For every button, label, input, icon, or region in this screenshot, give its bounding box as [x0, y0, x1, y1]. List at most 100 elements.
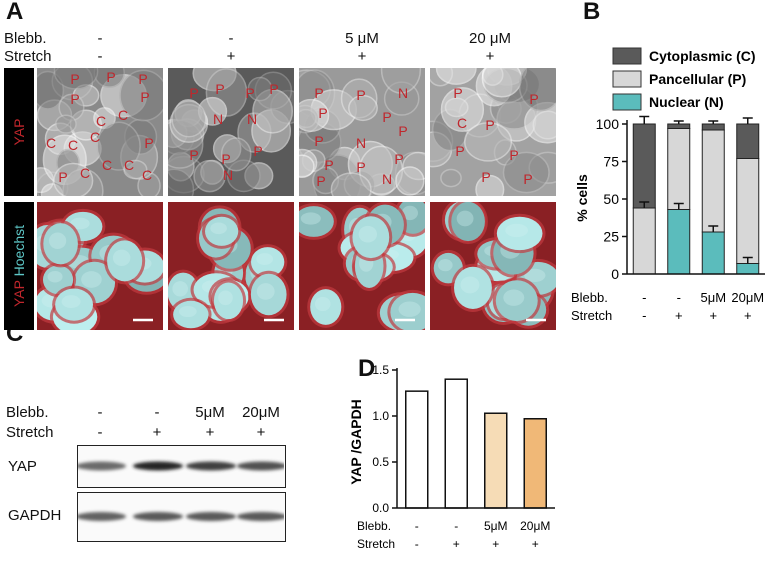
- cell-annotation: P: [316, 173, 325, 189]
- x-blebb-label: -: [642, 290, 646, 305]
- cell-annotation: C: [118, 107, 128, 123]
- blot-band: [237, 461, 287, 471]
- x-blebb-label: 5μM: [700, 290, 726, 305]
- cell-annotation: C: [68, 137, 78, 153]
- blot-blebb-label: Blebb.: [6, 404, 49, 421]
- cell-annotation: P: [455, 143, 464, 159]
- y-tick-label: 75: [603, 154, 619, 170]
- x-blebb-label: -: [677, 290, 681, 305]
- blebb-cond-2: -: [228, 30, 234, 47]
- blot-row-label-gapdh: GAPDH: [8, 507, 62, 524]
- chart-legend: Cytoplasmic (C) Pancellular (P) Nuclear (N…: [612, 47, 756, 111]
- row-label-yap-part: YAP: [11, 280, 27, 307]
- y-tick-label: 25: [603, 229, 619, 245]
- blebb-cond-3: 5 μM: [345, 30, 379, 47]
- y-tick-label: 0.5: [372, 455, 389, 469]
- bar-segment: [667, 123, 691, 129]
- chart-b-ylabel: % cells: [574, 174, 590, 222]
- cell-annotation: C: [102, 157, 112, 173]
- blot-image: [76, 512, 287, 521]
- stretch-cond-3: +: [357, 48, 367, 65]
- x-stretch-label: +: [675, 308, 683, 323]
- merge-image: [37, 202, 163, 330]
- y-tick-label: 100: [596, 116, 620, 132]
- cell-annotation: C: [46, 135, 56, 151]
- cell-annotation: C: [457, 115, 467, 131]
- x-blebb-label: -: [454, 519, 458, 533]
- stretch-cond-4: +: [485, 48, 495, 65]
- yap-image: P P NP PPP NPP PNP: [299, 68, 425, 196]
- blot-stretch-1: -: [97, 424, 103, 441]
- bar: [444, 378, 468, 509]
- x-stretch-label: +: [709, 308, 717, 323]
- cell-annotation: C: [96, 113, 106, 129]
- merge-image: [168, 202, 294, 330]
- yap-image: P P P PN NP P PN: [168, 68, 294, 196]
- blot-band: [76, 512, 126, 521]
- y-tick-label: 0.0: [372, 501, 389, 515]
- stretch-row-label: Stretch: [4, 48, 52, 65]
- blot-band: [133, 461, 183, 471]
- chart-d-plot: 0.0 0.5 1.0 1.5 - - - +5μM +20μM + Blebb. Stretch: [357, 363, 555, 551]
- cell-annotation: P: [269, 81, 278, 97]
- blot-image: [76, 461, 287, 471]
- legend-label: Cytoplasmic (C): [649, 48, 756, 64]
- merge-micrograph-2: [168, 202, 294, 330]
- bar: [523, 418, 547, 509]
- cell-annotation: C: [124, 157, 134, 173]
- blot-blebb-4: 20μM: [242, 404, 280, 421]
- bar: [405, 390, 429, 509]
- cell-annotation: P: [529, 91, 538, 107]
- row-label-hoechst-part: Hoechst: [11, 225, 27, 277]
- cell-annotation: P: [398, 123, 407, 139]
- blot-strip-gapdh: [76, 492, 287, 542]
- cell-annotation: P: [144, 135, 153, 151]
- row-label-yap-hoechst: YAP Hoechst: [11, 225, 27, 307]
- cell-annotation: P: [215, 81, 224, 97]
- merge-image: [430, 202, 556, 330]
- cell-annotation: P: [509, 147, 518, 163]
- cell-annotation: N: [356, 135, 366, 151]
- blot-band: [133, 512, 183, 521]
- cell-annotation: P: [70, 91, 79, 107]
- cell-annotation: N: [382, 171, 392, 187]
- cell-annotation: P: [253, 143, 262, 159]
- x-blebb-label: -: [415, 519, 419, 533]
- x-blebb-label: 5μM: [484, 519, 508, 533]
- cell-annotation: P: [356, 87, 365, 103]
- merge-micrograph-1: [37, 202, 163, 330]
- cell-annotation: P: [58, 169, 67, 185]
- blot-stretch-2: +: [152, 424, 162, 441]
- cell-annotation: N: [213, 111, 223, 127]
- cell-annotation: P: [189, 147, 198, 163]
- blot-band: [186, 461, 236, 471]
- x-row-label-stretch: Stretch: [571, 308, 612, 323]
- blot-stretch-3: +: [205, 424, 215, 441]
- legend-swatch: [612, 47, 642, 65]
- cell-annotation: P: [394, 151, 403, 167]
- blot-blebb-3: 5μM: [195, 404, 225, 421]
- cell-annotation: P: [324, 157, 333, 173]
- yap-image: P PC PP PP P: [430, 68, 556, 196]
- cell-annotation: P: [382, 109, 391, 125]
- blot-blebb-2: -: [154, 404, 160, 421]
- stretch-cond-2: +: [226, 48, 236, 65]
- cell-annotation: P: [453, 85, 462, 101]
- chart-d-ylabel: YAP /GAPDH: [348, 399, 364, 485]
- x-row-label-stretch: Stretch: [357, 537, 395, 551]
- cell-annotation: P: [138, 71, 147, 87]
- bar-segment: [632, 207, 656, 275]
- cell-annotation: P: [70, 71, 79, 87]
- x-blebb-label: 20μM: [520, 519, 550, 533]
- stretch-cond-1: -: [97, 48, 103, 65]
- legend-label: Pancellular (P): [649, 71, 746, 87]
- row-label-yap: YAP: [11, 118, 27, 146]
- bar-segment: [632, 123, 656, 209]
- x-stretch-label: +: [453, 537, 460, 551]
- cell-annotation: C: [80, 165, 90, 181]
